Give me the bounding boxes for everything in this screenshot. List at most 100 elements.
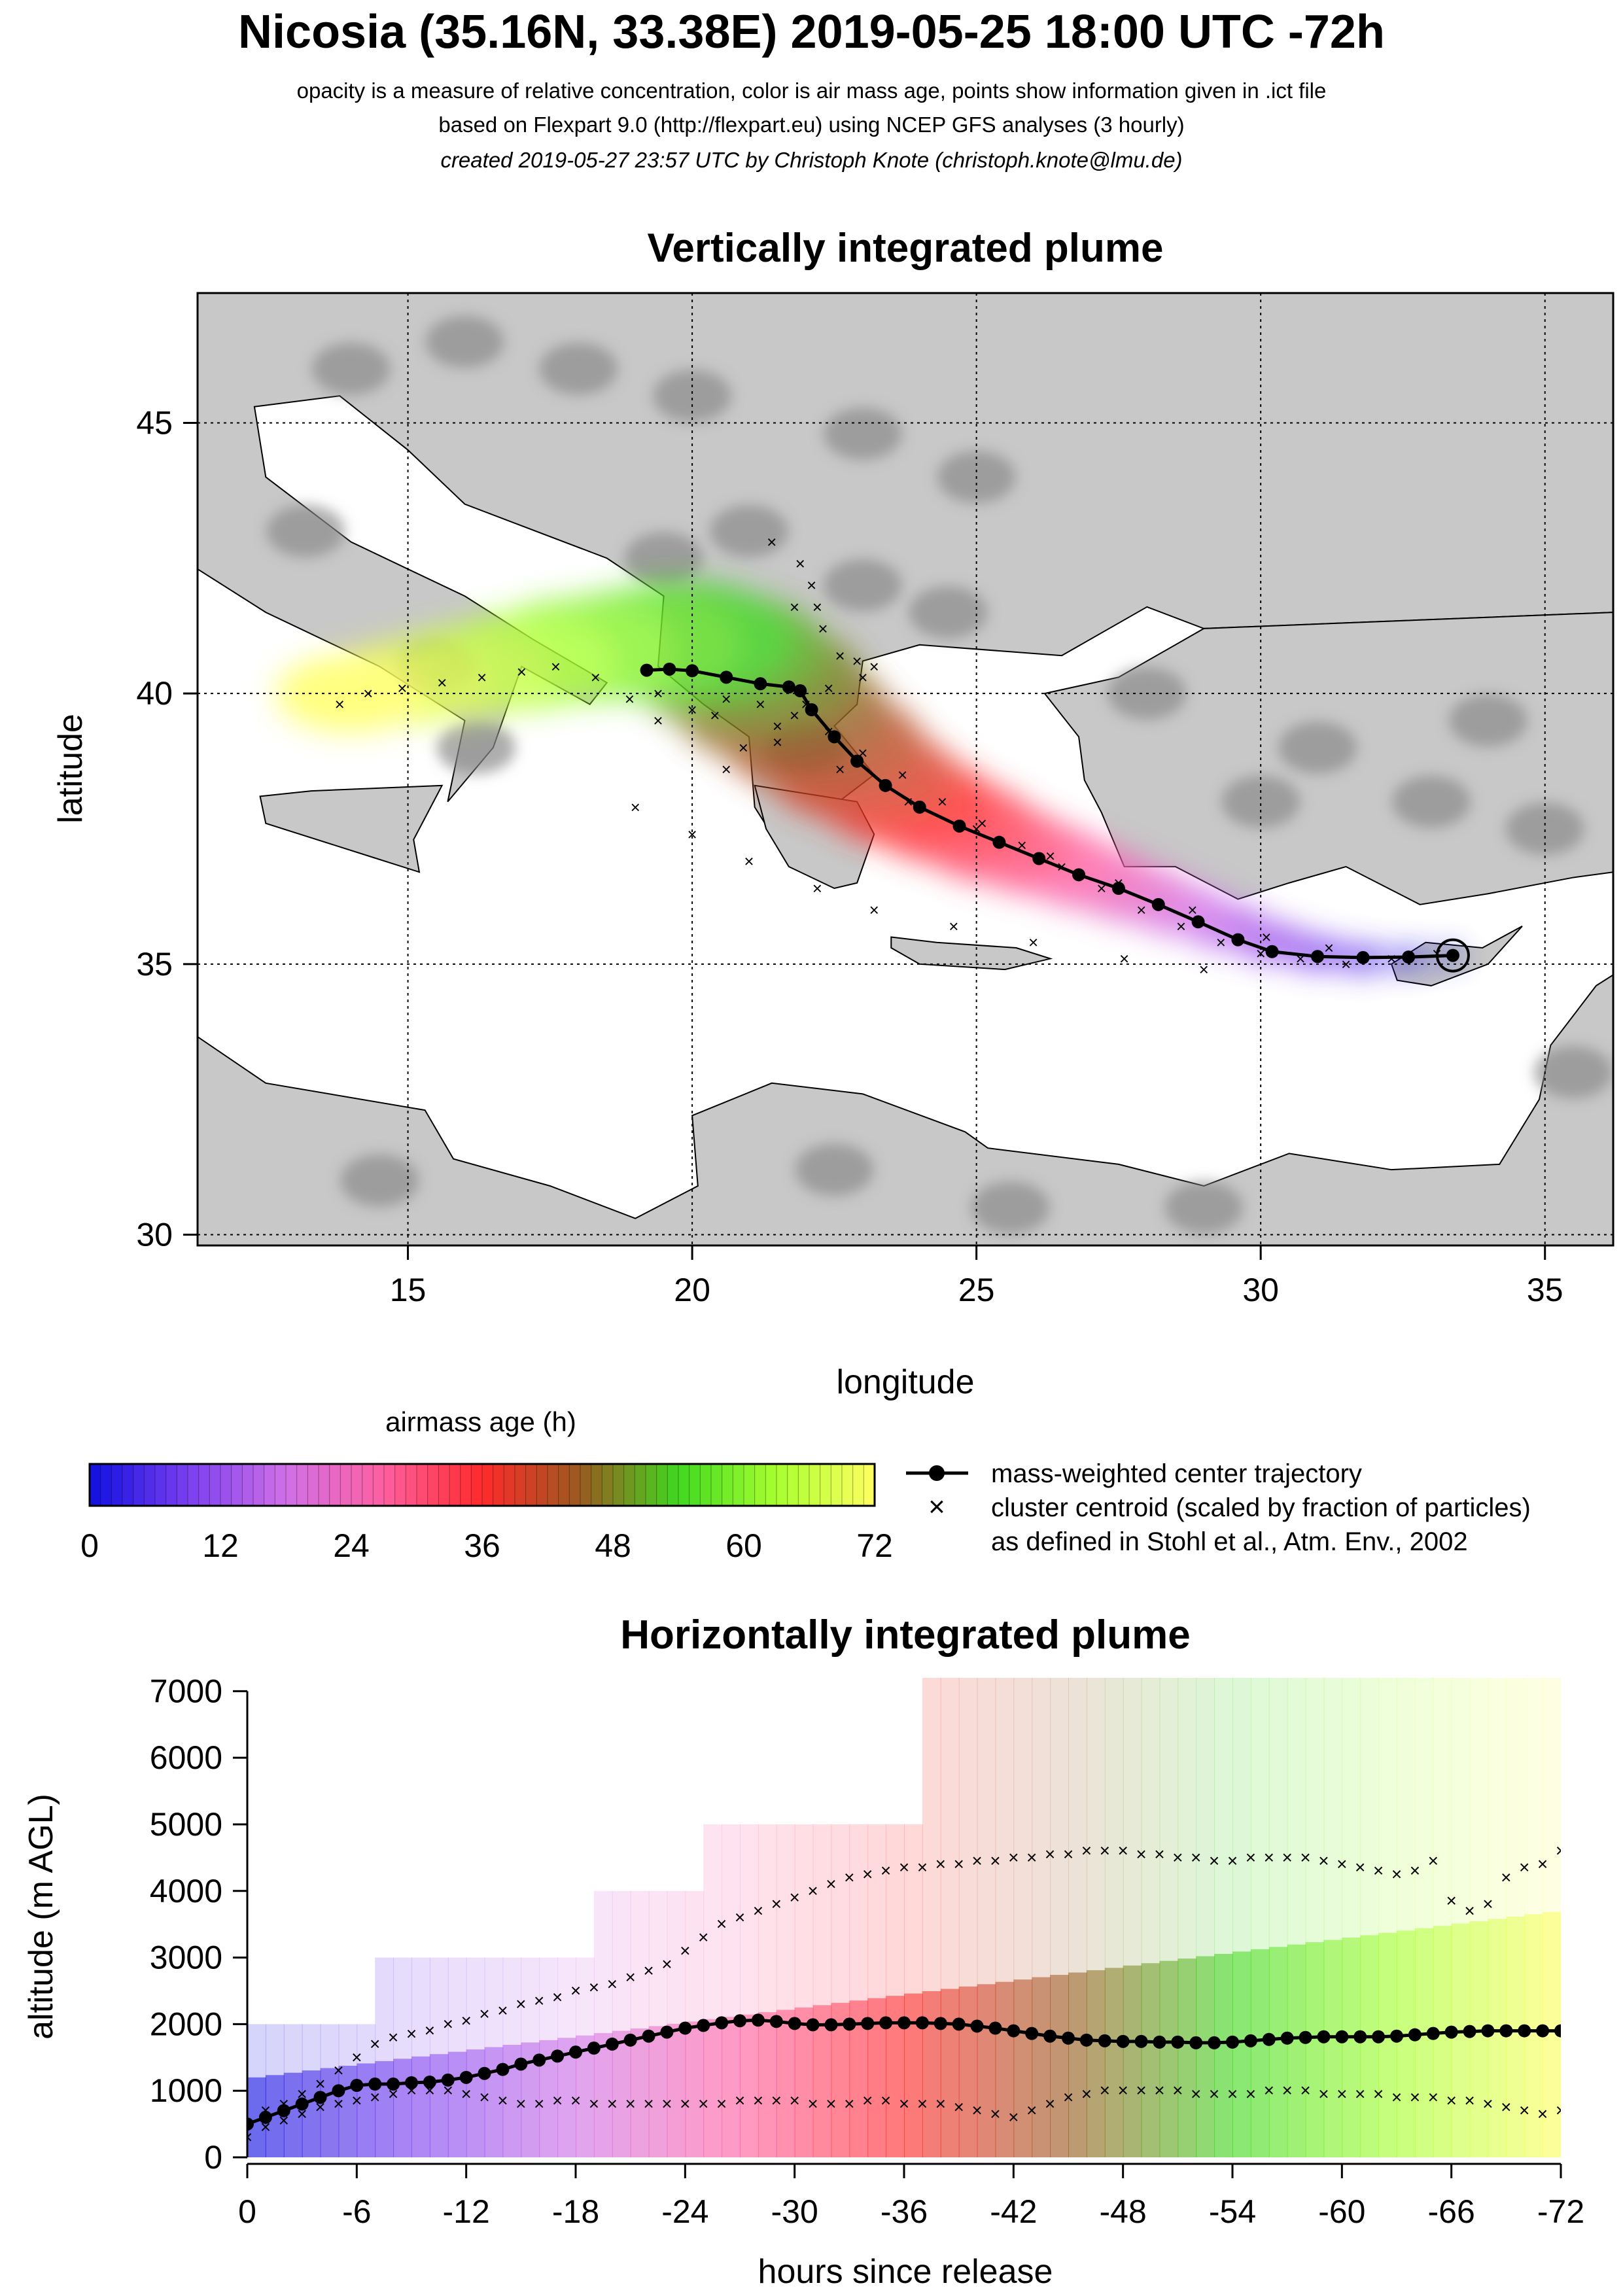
altitude-centroid-mark: × [1282, 1847, 1292, 1868]
altitude-band-core [685, 2021, 705, 2157]
map-ytick-label: 40 [136, 675, 173, 712]
altitude-trajectory-point [970, 2019, 984, 2033]
altitude-band-core [1178, 1958, 1197, 2157]
map-centroid-mark: × [1028, 933, 1038, 952]
altitude-trajectory-point [1499, 2024, 1513, 2038]
colorbar-cell [558, 1464, 570, 1506]
altitude-centroid-mark: × [771, 1894, 782, 1914]
map-centroid-mark: × [363, 684, 373, 703]
altitude-centroid-mark: × [789, 2090, 799, 2110]
colorbar-cell [864, 1464, 875, 1506]
altitude-trajectory-point [387, 2078, 400, 2091]
altitude-ytick-label: 5000 [150, 1806, 222, 1843]
figure-subtitle-model: based on Flexpart 9.0 (http://flexpart.e… [438, 113, 1185, 137]
map-centroid-mark: × [653, 684, 663, 703]
altitude-ytick-label: 1000 [150, 2072, 222, 2109]
altitude-centroid-mark: × [680, 1940, 690, 1960]
altitude-centroid-mark: × [1556, 2100, 1566, 2121]
map-centroid-mark: × [722, 689, 731, 708]
altitude-centroid-mark: × [789, 1887, 799, 1907]
altitude-centroid-mark: × [1464, 2090, 1475, 2110]
age-colorbar [89, 1464, 875, 1506]
altitude-centroid-mark: × [534, 2094, 544, 2114]
colorbar-cell [242, 1464, 254, 1506]
altitude-trajectory-point [1481, 2024, 1495, 2038]
altitude-centroid-mark: × [698, 2094, 708, 2114]
altitude-trajectory-point [1372, 2030, 1386, 2044]
altitude-centroid-mark: × [1063, 1844, 1073, 1864]
altitude-centroid-mark: × [1336, 1854, 1347, 1874]
altitude-centroid-mark: × [625, 1967, 635, 1987]
altitude-centroid-mark: × [1246, 2083, 1256, 2104]
altitude-band-core [630, 2028, 650, 2157]
altitude-xlabel: hours since release [758, 2253, 1053, 2291]
figure-subtitle-credit: created 2019-05-27 23:57 UTC by Christop… [440, 148, 1183, 172]
topography-blob [1448, 694, 1527, 747]
altitude-centroid-mark: × [1446, 1890, 1456, 1911]
map-trajectory-point [1191, 915, 1205, 929]
altitude-band-core [977, 1984, 996, 2157]
altitude-band-core [1141, 1963, 1161, 2157]
colorbar-cell [329, 1464, 341, 1506]
map-ylabel: latitude [52, 714, 90, 824]
topography-blob [1505, 803, 1584, 855]
colorbar-cell [569, 1464, 581, 1506]
map-centroid-mark: × [795, 554, 805, 574]
altitude-centroid-mark: × [826, 2094, 836, 2114]
map-centroid-mark: × [835, 646, 845, 665]
altitude-trajectory-point [1116, 2034, 1130, 2048]
colorbar-cell [122, 1464, 134, 1506]
altitude-centroid-mark: × [351, 2047, 362, 2067]
altitude-centroid-mark: × [1227, 1851, 1238, 1871]
altitude-band-core [648, 2026, 668, 2157]
altitude-centroid-mark: × [935, 1854, 946, 1874]
colorbar-cell [460, 1464, 472, 1506]
altitude-centroid-mark: × [1045, 2094, 1055, 2114]
colorbar-cell [525, 1464, 537, 1506]
altitude-trajectory-point [861, 2017, 875, 2030]
map-centroid-mark: × [1136, 900, 1146, 920]
altitude-centroid-mark: × [1209, 2083, 1219, 2104]
colorbar-tick-label: 12 [202, 1527, 239, 1564]
altitude-centroid-mark: × [771, 2090, 782, 2110]
topography-blob [1164, 1181, 1244, 1234]
altitude-band-core [740, 2014, 759, 2157]
colorbar-cell [177, 1464, 188, 1506]
altitude-trajectory-point [1554, 2024, 1561, 2038]
map-trajectory-point [805, 703, 818, 716]
colorbar-cell [264, 1464, 275, 1506]
altitude-xtick-label: -30 [771, 2193, 818, 2230]
map-centroid-mark: × [631, 797, 640, 817]
altitude-xtick-label: -48 [1100, 2193, 1147, 2230]
altitude-trajectory-point [1153, 2035, 1166, 2049]
colorbar-cell [515, 1464, 527, 1506]
altitude-centroid-mark: × [935, 2094, 946, 2114]
colorbar-cell [155, 1464, 167, 1506]
altitude-centroid-mark: × [370, 2034, 380, 2054]
legend-cluster-label: cluster centroid (scaled by fraction of … [991, 1493, 1531, 1522]
altitude-band-core [1287, 1944, 1306, 2157]
colorbar-tick-label: 24 [333, 1527, 370, 1564]
map-trajectory-point [1032, 852, 1046, 865]
altitude-band-core [1451, 1923, 1471, 2157]
map-centroid-mark: × [937, 792, 947, 812]
map-trajectory-point [1356, 950, 1370, 964]
altitude-centroid-mark: × [1045, 1844, 1055, 1864]
map-centroid-mark: × [688, 700, 697, 720]
map-frame [196, 292, 1614, 1247]
altitude-centroid-mark: × [1154, 2080, 1164, 2100]
altitude-trajectory-point [350, 2079, 364, 2093]
colorbar-cell [362, 1464, 374, 1506]
map-trajectory-point [850, 754, 864, 768]
legend-trajectory-label: mass-weighted center trajectory [991, 1459, 1362, 1488]
colorbar-cell [689, 1464, 701, 1506]
altitude-centroid-mark: × [1227, 2083, 1238, 2104]
altitude-centroid-mark: × [1117, 2080, 1128, 2100]
altitude-centroid-mark: × [643, 2094, 654, 2114]
altitude-xtick-label: -6 [342, 2193, 371, 2230]
altitude-centroid-mark: × [1464, 1900, 1475, 1921]
altitude-centroid-mark: × [461, 2083, 471, 2104]
altitude-centroid-mark: × [990, 2104, 1000, 2124]
map-xtick-label: 20 [674, 1272, 710, 1308]
colorbar-cell [307, 1464, 319, 1506]
